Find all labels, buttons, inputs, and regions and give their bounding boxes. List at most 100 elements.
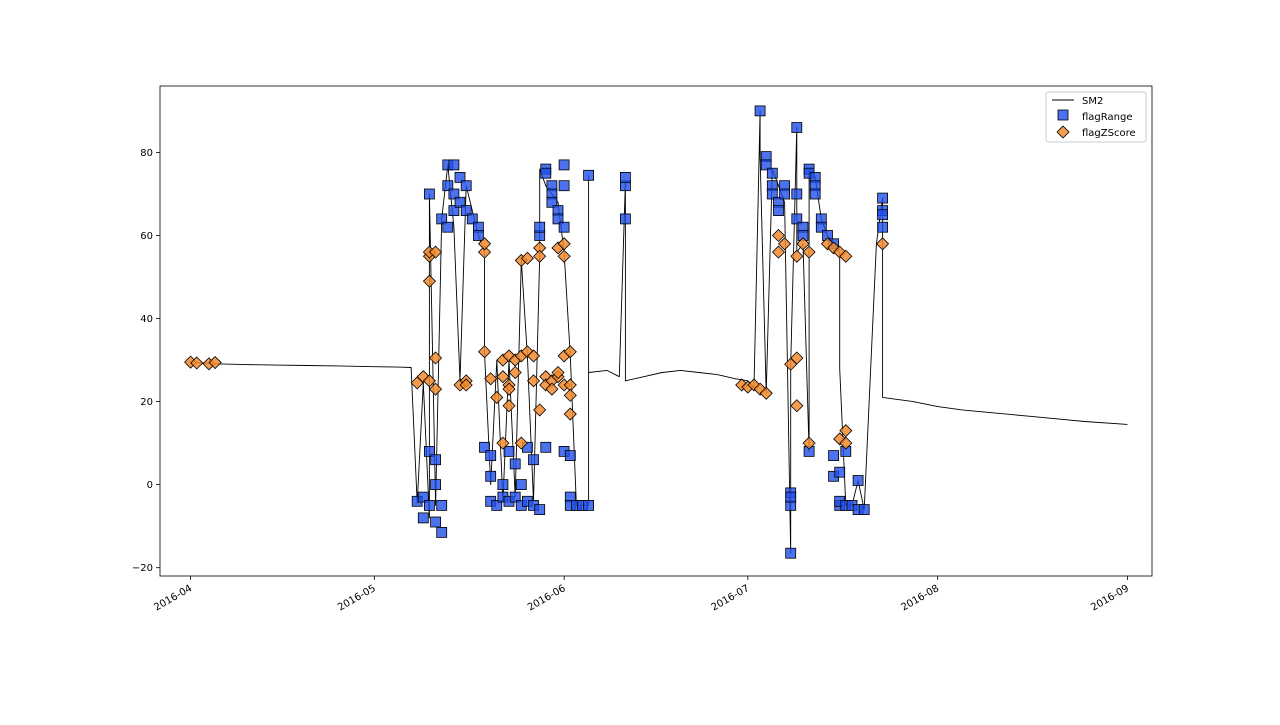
point-flagzscore xyxy=(796,237,810,251)
point-flagrange xyxy=(877,209,888,221)
point-flagrange xyxy=(877,192,888,204)
point-flagrange xyxy=(448,159,460,171)
point-flagrange xyxy=(540,167,552,179)
point-flagzscore xyxy=(496,370,510,384)
point-flagrange xyxy=(815,221,827,233)
point-flagzscore xyxy=(551,365,565,380)
point-flagzscore xyxy=(428,351,443,365)
point-flagrange xyxy=(558,159,570,171)
point-flagzscore xyxy=(790,399,804,413)
legend-swatch-flagrange xyxy=(1057,109,1069,121)
point-flagzscore xyxy=(526,349,541,363)
point-flagrange xyxy=(460,180,472,192)
point-flagrange xyxy=(430,479,442,491)
point-flagrange xyxy=(534,504,546,516)
point-flagrange xyxy=(852,475,864,486)
point-flagzscore xyxy=(802,245,816,259)
point-flagrange xyxy=(766,188,778,200)
point-flagzscore xyxy=(208,355,222,370)
point-flagrange xyxy=(515,479,527,491)
point-flagzscore xyxy=(563,345,577,359)
y-tick-label: −20 xyxy=(132,563,153,574)
point-flagzscore xyxy=(520,251,534,265)
point-flagrange xyxy=(540,441,552,453)
point-flagzscore xyxy=(477,345,492,359)
point-flagzscore xyxy=(428,245,443,259)
point-flagrange xyxy=(552,213,564,225)
point-flagrange xyxy=(485,450,497,462)
y-tick-label: 60 xyxy=(140,231,153,242)
point-flagrange xyxy=(858,504,870,516)
point-flagrange xyxy=(430,516,442,528)
point-flagrange xyxy=(583,499,594,511)
point-flagrange xyxy=(779,188,790,200)
point-flagzscore xyxy=(514,436,528,450)
point-flagrange xyxy=(436,527,448,538)
y-tick-label: 80 xyxy=(140,148,153,159)
point-flagrange xyxy=(791,122,803,133)
y-tick-label: 0 xyxy=(147,480,153,491)
point-flagzscore xyxy=(771,245,786,259)
point-flagrange xyxy=(834,466,846,478)
point-flagrange xyxy=(534,221,546,233)
point-flagrange xyxy=(423,445,435,457)
point-flagzscore xyxy=(759,386,773,400)
plot-frame xyxy=(159,85,1153,577)
point-flagzscore xyxy=(484,372,498,386)
point-flagrange xyxy=(448,188,460,200)
point-flagzscore xyxy=(557,237,571,251)
point-flagzscore xyxy=(790,351,804,365)
point-flagzscore xyxy=(557,249,571,263)
point-flagrange xyxy=(491,499,503,511)
point-flagrange xyxy=(497,479,509,491)
point-flagrange xyxy=(809,188,821,200)
point-flagrange xyxy=(460,205,472,217)
series-layer xyxy=(184,105,1128,559)
point-flagzscore xyxy=(563,388,577,402)
series-flagzscore xyxy=(184,228,890,450)
plot-area xyxy=(160,86,1152,576)
point-flagrange xyxy=(509,491,521,503)
series-flagrange xyxy=(411,105,888,559)
point-flagrange xyxy=(442,180,454,192)
point-flagrange xyxy=(754,105,766,117)
point-flagrange xyxy=(454,171,466,183)
point-flagrange xyxy=(828,450,839,462)
point-flagzscore xyxy=(802,436,816,450)
point-flagzscore xyxy=(190,356,204,370)
point-flagrange xyxy=(785,491,797,503)
point-flagzscore xyxy=(839,436,853,450)
point-flagzscore xyxy=(490,390,504,405)
y-tick-label: 40 xyxy=(140,314,153,325)
legend: SM2 flagRange flagZScore xyxy=(1045,91,1147,143)
point-flagrange xyxy=(558,180,570,192)
point-flagrange xyxy=(791,188,803,200)
point-flagzscore xyxy=(526,374,541,388)
point-flagrange xyxy=(430,454,442,466)
point-flagrange xyxy=(454,196,466,208)
point-flagzscore xyxy=(502,382,516,396)
point-flagzscore xyxy=(876,237,890,251)
point-flagzscore xyxy=(563,407,577,421)
point-flagrange xyxy=(479,441,490,453)
point-flagrange xyxy=(485,470,497,482)
point-flagrange xyxy=(436,499,448,511)
point-flagzscore xyxy=(496,436,510,450)
point-flagzscore xyxy=(533,403,547,417)
point-flagzscore xyxy=(422,374,436,388)
point-flagzscore xyxy=(533,249,547,263)
point-flagrange xyxy=(785,547,797,559)
legend-label-sm2: SM2 xyxy=(1082,96,1103,107)
point-flagzscore xyxy=(508,365,522,380)
point-flagzscore xyxy=(545,382,559,396)
point-flagzscore xyxy=(790,249,804,263)
point-flagrange xyxy=(583,169,594,181)
point-flagrange xyxy=(417,512,429,524)
point-flagzscore xyxy=(477,237,492,251)
point-flagrange xyxy=(466,213,478,225)
legend-label-flagzscore: flagZScore xyxy=(1082,128,1136,139)
point-flagzscore xyxy=(778,237,792,251)
point-flagzscore xyxy=(422,274,436,288)
point-flagrange xyxy=(442,221,454,233)
